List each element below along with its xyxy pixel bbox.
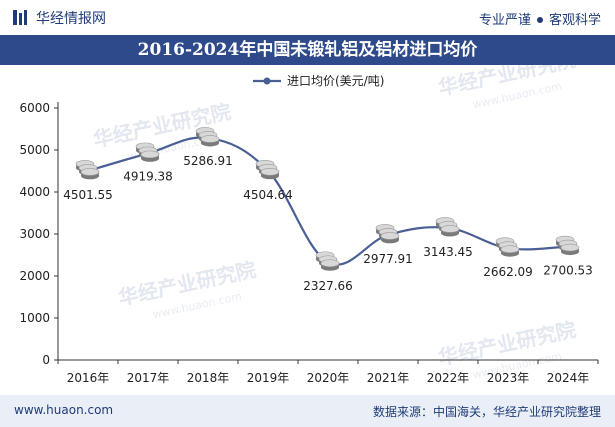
data-label: 5286.91 [183,154,233,168]
legend-label: 进口均价(美元/吨) [287,74,384,88]
y-tick-label: 1000 [19,311,50,325]
coin-top [440,225,460,233]
chart-title: 2016-2024年中国未锻轧铝及铝材进口均价 [137,40,478,60]
y-tick-label: 4000 [19,185,50,199]
data-label: 4501.55 [63,188,113,202]
coin-top [140,150,160,159]
dot-separator-icon [536,16,543,23]
legend-marker [263,77,271,85]
coin-top [320,259,340,268]
coin-top [560,243,580,252]
data-point-marker [315,251,340,271]
data-point-marker [495,237,520,257]
data-point-marker [195,127,220,147]
line-chart: 华经产业研究院www.huaon.com华经产业研究院www.huaon.com… [19,47,599,385]
x-tick-label: 2024年 [547,371,590,385]
title-bar: 2016-2024年中国未锻轧铝及铝材进口均价 [0,35,615,65]
data-point-marker [75,160,100,180]
x-tick-label: 2016年 [67,371,110,385]
data-point-marker [435,217,460,237]
slogan-left: 专业严谨 [478,13,531,28]
slogan-right: 客观科学 [548,13,601,28]
coin-top [500,245,520,253]
slogan: 专业严谨 客观科学 [479,9,601,28]
data-label: 2977.91 [363,252,413,266]
coin-top [260,168,280,176]
footer-url: www.huaon.com [14,403,114,417]
coin-top [380,232,400,240]
coin-top [80,168,100,176]
brand-name: 华经情报网 [36,11,106,27]
coin-top [200,135,220,143]
footer: www.huaon.com 数据来源：中国海关，华经产业研究院整理 [0,395,615,427]
x-tick-label: 2019年 [247,371,290,385]
logo-icon [13,10,27,25]
x-tick-label: 2020年 [307,371,350,385]
chart-area: 华经产业研究院 www.huaon.com 华经产业研究院 www.huaon.com… [0,47,615,395]
y-tick-label: 0 [42,353,50,367]
data-point-marker [555,235,580,256]
data-point-marker [135,142,160,162]
data-point-marker [375,224,400,244]
y-tick-label: 6000 [19,101,50,115]
x-tick-label: 2022年 [427,371,470,385]
top-bar: 华经情报网 专业严谨 客观科学 [0,0,615,35]
x-tick-label: 2017年 [127,371,170,385]
footer-source: 数据来源：中国海关，华经产业研究院整理 [372,405,601,419]
data-point-marker [255,160,280,180]
data-label: 4919.38 [123,169,173,183]
x-tick-label: 2018年 [187,371,230,385]
data-label: 2700.53 [543,264,593,278]
data-label: 2662.09 [483,265,533,279]
x-tick-label: 2023年 [487,371,530,385]
data-label: 2327.66 [303,279,353,293]
data-label: 3143.45 [423,245,473,259]
x-tick-label: 2021年 [367,371,410,385]
y-tick-label: 3000 [19,227,50,241]
y-tick-label: 5000 [19,143,50,157]
y-tick-label: 2000 [19,269,50,283]
data-label: 4504.64 [243,188,293,202]
